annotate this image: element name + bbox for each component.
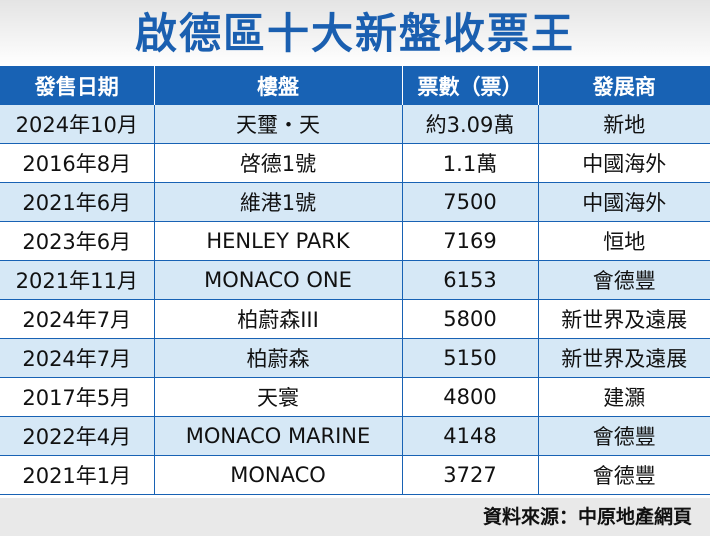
- cell-ticket-count: 7500: [401, 182, 538, 222]
- cell-developer: 新世界及遠展: [537, 338, 710, 378]
- cell-ticket-count: 7169: [401, 221, 538, 261]
- cell-developer: 恒地: [537, 221, 710, 261]
- table-row: 2024年7月 柏蔚森III 5800 新世界及遠展: [0, 299, 710, 339]
- cell-developer: 會德豐: [537, 260, 710, 300]
- cell-developer: 會德豐: [537, 455, 710, 495]
- header-sale-date: 發售日期: [0, 66, 154, 105]
- header-ticket-count: 票數（票）: [401, 66, 538, 105]
- footer-bar: 資料來源：中原地產網頁: [0, 498, 710, 536]
- cell-developer: 新世界及遠展: [537, 299, 710, 339]
- cell-ticket-count: 5150: [401, 338, 538, 378]
- cell-development: 維港1號: [153, 182, 402, 222]
- source-note: 資料來源：中原地產網頁: [482, 506, 692, 528]
- cell-developer: 會德豐: [537, 416, 710, 456]
- cell-sale-date: 2016年8月: [0, 143, 154, 183]
- table-row: 2021年11月 MONACO ONE 6153 會德豐: [0, 260, 710, 300]
- cell-development: MONACO ONE: [153, 260, 402, 300]
- cell-ticket-count: 約3.09萬: [401, 105, 538, 144]
- table-row: 2024年10月 天璽・天 約3.09萬 新地: [0, 105, 710, 144]
- cell-developer: 中國海外: [537, 143, 710, 183]
- header-developer: 發展商: [537, 66, 710, 105]
- cell-ticket-count: 5800: [401, 299, 538, 339]
- cell-sale-date: 2021年11月: [0, 260, 154, 300]
- sales-table: 發售日期 樓盤 票數（票） 發展商 2024年10月 天璽・天 約3.09萬 新地 20…: [0, 66, 710, 495]
- cell-sale-date: 2024年7月: [0, 338, 154, 378]
- cell-developer: 建灝: [537, 377, 710, 417]
- cell-ticket-count: 1.1萬: [401, 143, 538, 183]
- title-band: [0, 0, 710, 66]
- cell-ticket-count: 3727: [401, 455, 538, 495]
- cell-developer: 中國海外: [537, 182, 710, 222]
- table-row: 2016年8月 啓德1號 1.1萬 中國海外: [0, 143, 710, 183]
- cell-development: 天寰: [153, 377, 402, 417]
- cell-sale-date: 2017年5月: [0, 377, 154, 417]
- table-row: 2024年7月 柏蔚森 5150 新世界及遠展: [0, 338, 710, 378]
- cell-sale-date: 2022年4月: [0, 416, 154, 456]
- cell-ticket-count: 4148: [401, 416, 538, 456]
- cell-sale-date: 2021年1月: [0, 455, 154, 495]
- cell-development: MONACO: [153, 455, 402, 495]
- cell-development: 天璽・天: [153, 105, 402, 144]
- cell-development: HENLEY PARK: [153, 221, 402, 261]
- cell-development: 啓德1號: [153, 143, 402, 183]
- table-row: 2023年6月 HENLEY PARK 7169 恒地: [0, 221, 710, 261]
- cell-sale-date: 2024年10月: [0, 105, 154, 144]
- table-row: 2022年4月 MONACO MARINE 4148 會德豐: [0, 416, 710, 456]
- table-row: 2021年1月 MONACO 3727 會德豐: [0, 455, 710, 495]
- cell-development: 柏蔚森III: [153, 299, 402, 339]
- table-row: 2021年6月 維港1號 7500 中國海外: [0, 182, 710, 222]
- cell-ticket-count: 6153: [401, 260, 538, 300]
- page-title: 啟德區十大新盤收票王: [134, 9, 575, 58]
- cell-developer: 新地: [537, 105, 710, 144]
- cell-sale-date: 2023年6月: [0, 221, 154, 261]
- cell-development: MONACO MARINE: [153, 416, 402, 456]
- cell-ticket-count: 4800: [401, 377, 538, 417]
- cell-sale-date: 2021年6月: [0, 182, 154, 222]
- header-development: 樓盤: [153, 66, 402, 105]
- table-header-row: 發售日期 樓盤 票數（票） 發展商: [0, 66, 710, 105]
- table-row: 2017年5月 天寰 4800 建灝: [0, 377, 710, 417]
- cell-development: 柏蔚森: [153, 338, 402, 378]
- cell-sale-date: 2024年7月: [0, 299, 154, 339]
